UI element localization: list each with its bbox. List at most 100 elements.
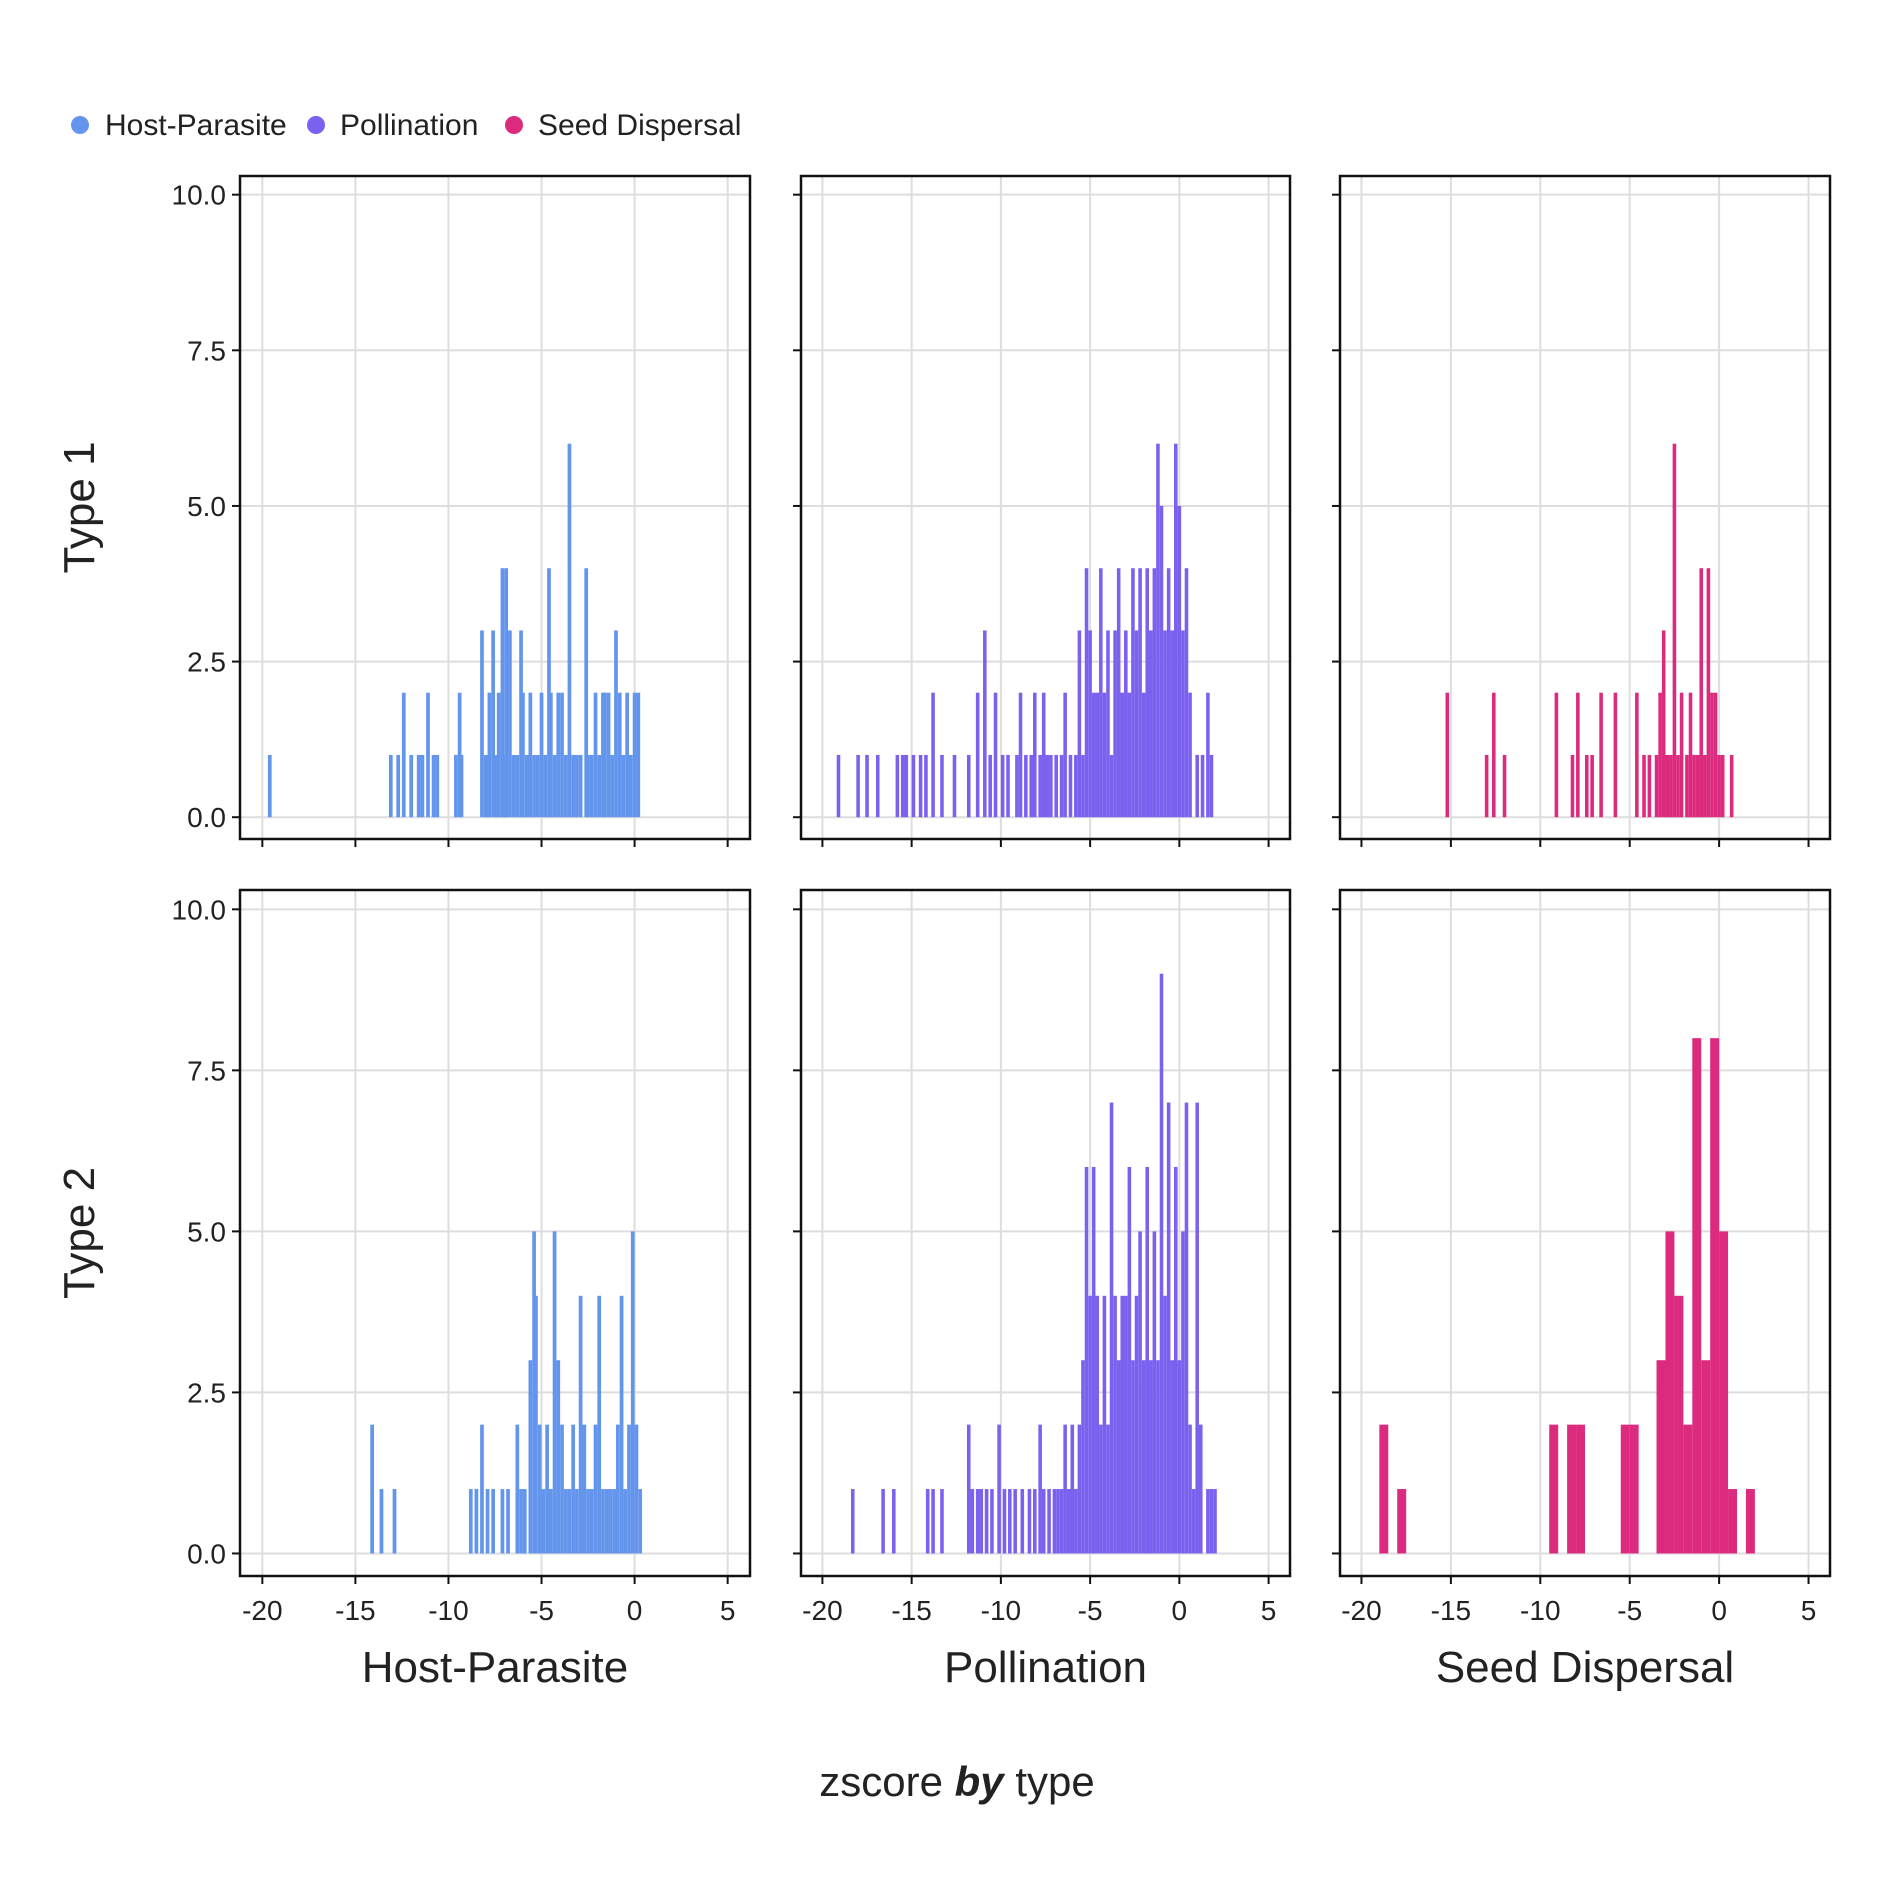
histogram-bar — [1113, 630, 1117, 818]
histogram-bar — [1745, 1489, 1755, 1554]
histogram-bar — [1170, 1360, 1174, 1554]
histogram-bar — [370, 1424, 375, 1554]
y-tick-label: 10.0 — [172, 180, 227, 211]
histogram-bar — [584, 568, 589, 818]
histogram-bar — [537, 1424, 542, 1554]
histogram-bar — [1116, 568, 1121, 818]
panel-type-2-host-parasite: -20 -15 -10 -5 0 5 0.0 2.5 5.0 7.5 10.0 — [172, 888, 752, 1626]
histogram-bar — [1041, 692, 1046, 818]
histogram-bar — [1585, 754, 1589, 818]
histogram-bar — [940, 1489, 944, 1554]
histogram-bar — [1056, 1489, 1060, 1554]
histogram-bar — [612, 1489, 616, 1554]
histogram-bar — [508, 630, 512, 818]
histogram-bar — [997, 1424, 1001, 1554]
histogram-bar — [602, 692, 607, 818]
histogram-bar — [1669, 754, 1673, 818]
histogram-bar — [1683, 1424, 1693, 1554]
histogram-bar — [990, 1489, 994, 1554]
histogram-bar — [392, 1489, 397, 1554]
histogram-bar — [1106, 1424, 1110, 1554]
panel-type-1-seed-dispersal — [1332, 174, 1832, 847]
histogram-bar — [1200, 754, 1205, 818]
histogram-bar — [1068, 754, 1073, 818]
histogram-bar — [1654, 754, 1659, 818]
histogram-bar — [1177, 1360, 1182, 1554]
histogram-bar — [1124, 1295, 1128, 1554]
legend-label-host-parasite: Host-Parasite — [105, 109, 287, 142]
histogram-bar — [1049, 754, 1053, 818]
histogram-bar — [911, 754, 916, 818]
histogram-bar — [1729, 754, 1734, 818]
histogram-bar — [881, 1489, 885, 1554]
histogram-bar — [567, 1489, 572, 1554]
histogram-bar — [1020, 1489, 1025, 1554]
histogram-bar — [519, 1489, 523, 1554]
histogram-bar — [563, 754, 568, 818]
histogram-bar — [975, 692, 980, 818]
histogram-bar — [1131, 568, 1135, 818]
histogram-bar — [1059, 1489, 1064, 1554]
histogram-bar — [993, 692, 998, 818]
x-tick-label: -20 — [1341, 1595, 1381, 1626]
histogram-bar — [1397, 1489, 1407, 1554]
panel-frame — [1338, 888, 1832, 1578]
histogram-bar — [856, 754, 860, 818]
histogram-bar — [1074, 1489, 1078, 1554]
histogram-bar — [606, 692, 611, 818]
histogram-bar — [1188, 1424, 1192, 1554]
histogram-bar — [1077, 1424, 1082, 1554]
histogram-bar — [1002, 1489, 1007, 1554]
histogram-bar — [1672, 443, 1677, 818]
histogram-bar — [1152, 568, 1157, 818]
histogram-bar — [1209, 1489, 1214, 1554]
histogram-bar — [1728, 1489, 1738, 1554]
histogram-bar — [975, 1489, 980, 1554]
histogram-bar — [500, 568, 505, 818]
histogram-bar — [1120, 1295, 1125, 1554]
histogram-bar — [500, 1489, 505, 1554]
histogram-bar — [597, 1295, 602, 1554]
x-axis-title-emphasis: by — [955, 1758, 1007, 1805]
histogram-bar — [545, 1424, 549, 1554]
histogram-bar — [556, 692, 561, 818]
histogram-bar — [578, 754, 583, 818]
histogram-bar — [1195, 754, 1199, 818]
histogram-bar — [532, 1231, 536, 1554]
histogram-bar — [617, 692, 622, 818]
histogram-bar — [532, 754, 536, 818]
histogram-bar — [627, 1424, 631, 1554]
histogram-bar — [1206, 692, 1210, 818]
histogram-bar — [1138, 568, 1142, 818]
histogram-bar — [1052, 1489, 1057, 1554]
histogram-bar — [1084, 568, 1089, 818]
x-tick-label: -20 — [242, 1595, 282, 1626]
histogram-bar — [625, 692, 630, 818]
x-tick-label: -15 — [335, 1595, 375, 1626]
y-tick-label: 5.0 — [187, 491, 226, 522]
histogram-bar — [515, 1424, 520, 1554]
histogram-bar — [1116, 1360, 1121, 1554]
histogram-bar — [895, 754, 900, 818]
histogram-bar — [586, 754, 590, 818]
x-tick-label: 5 — [1801, 1595, 1817, 1626]
y-tick-label: 7.5 — [187, 335, 226, 366]
histogram-bar — [1656, 1360, 1666, 1554]
histogram-bar — [1635, 692, 1639, 818]
histogram-bar — [528, 692, 533, 818]
histogram-bar — [1170, 630, 1174, 818]
histogram-bar — [1647, 754, 1652, 818]
histogram-bar — [1124, 630, 1128, 818]
histogram-bar — [1059, 754, 1064, 818]
histogram-bar — [1703, 754, 1707, 818]
histogram-bar — [1081, 754, 1085, 818]
histogram-bar — [1138, 1231, 1142, 1554]
histogram-bar — [1159, 505, 1164, 818]
histogram-bar — [1141, 692, 1146, 818]
histogram-bar — [1198, 1424, 1203, 1554]
histogram-bar — [575, 754, 579, 818]
histogram-bar — [630, 1231, 635, 1554]
histogram-bar — [593, 692, 598, 818]
histogram-bar — [567, 443, 572, 818]
